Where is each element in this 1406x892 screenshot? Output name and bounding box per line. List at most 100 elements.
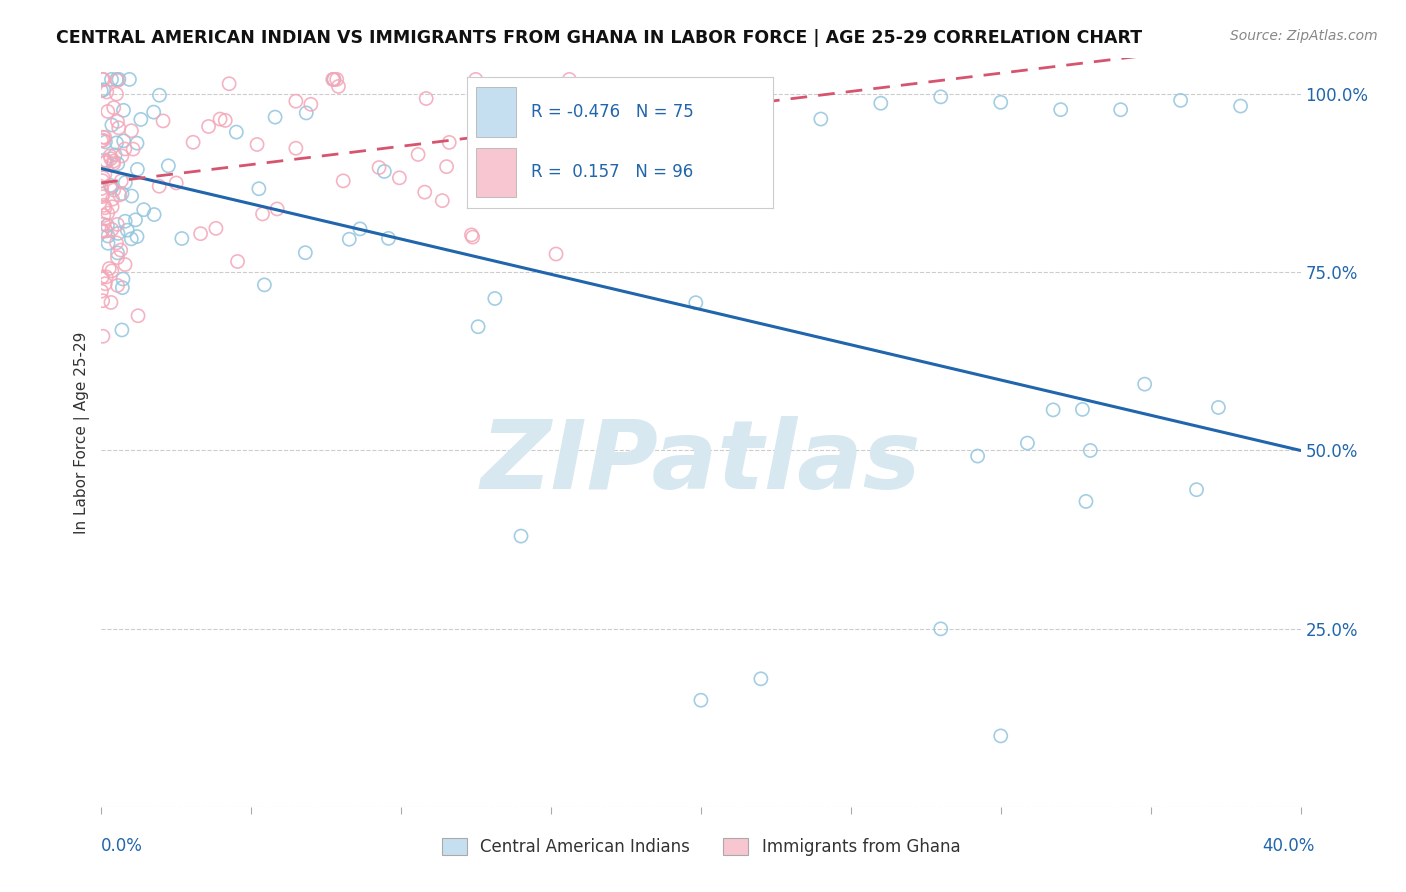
Point bbox=[323, 72, 346, 87]
Point bbox=[105, 72, 128, 87]
Point bbox=[432, 194, 454, 208]
Point bbox=[120, 232, 142, 246]
Point bbox=[91, 133, 114, 147]
Point bbox=[284, 141, 307, 155]
Point bbox=[110, 174, 132, 188]
Point bbox=[148, 179, 170, 194]
Point bbox=[284, 94, 307, 108]
Text: CENTRAL AMERICAN INDIAN VS IMMIGRANTS FROM GHANA IN LABOR FORCE | AGE 25-29 CORR: CENTRAL AMERICAN INDIAN VS IMMIGRANTS FR… bbox=[56, 29, 1142, 46]
Point bbox=[114, 258, 136, 272]
Point bbox=[91, 173, 114, 187]
Point bbox=[103, 101, 125, 115]
Point bbox=[1170, 94, 1192, 108]
Point bbox=[112, 134, 135, 148]
Point bbox=[337, 232, 360, 246]
Point bbox=[1185, 483, 1208, 497]
Point bbox=[111, 149, 134, 163]
Point bbox=[97, 206, 120, 220]
Point bbox=[125, 136, 148, 151]
Point bbox=[98, 261, 121, 276]
Point bbox=[1071, 402, 1094, 417]
Y-axis label: In Labor Force | Age 25-29: In Labor Force | Age 25-29 bbox=[75, 332, 90, 533]
Point bbox=[413, 185, 436, 199]
Point bbox=[94, 130, 117, 145]
Point bbox=[91, 270, 114, 285]
Point bbox=[689, 693, 711, 707]
Point bbox=[157, 159, 180, 173]
Point bbox=[214, 113, 236, 128]
Point bbox=[1208, 401, 1230, 415]
Text: Source: ZipAtlas.com: Source: ZipAtlas.com bbox=[1230, 29, 1378, 43]
Point bbox=[100, 178, 122, 193]
Point bbox=[93, 155, 115, 169]
Point bbox=[749, 96, 772, 111]
Point bbox=[127, 309, 149, 323]
Point bbox=[1229, 99, 1251, 113]
Point bbox=[749, 672, 772, 686]
Point bbox=[148, 88, 170, 103]
Point bbox=[90, 134, 112, 148]
Point bbox=[104, 148, 127, 162]
Point bbox=[328, 79, 350, 94]
Point bbox=[127, 162, 149, 177]
Point bbox=[990, 95, 1012, 110]
Point bbox=[91, 223, 114, 237]
Point bbox=[117, 223, 139, 237]
Point bbox=[990, 729, 1012, 743]
Point bbox=[97, 104, 120, 119]
Point bbox=[108, 187, 131, 202]
Point bbox=[97, 236, 120, 251]
Point bbox=[101, 200, 124, 214]
Point bbox=[118, 72, 141, 87]
Point bbox=[103, 156, 125, 170]
Point bbox=[685, 295, 707, 310]
Point bbox=[1042, 403, 1064, 417]
Point bbox=[107, 278, 129, 293]
Point bbox=[1017, 436, 1039, 450]
Point bbox=[190, 227, 212, 241]
Text: ZIPatlas: ZIPatlas bbox=[481, 416, 921, 509]
Point bbox=[252, 207, 274, 221]
Point bbox=[142, 105, 165, 120]
Point bbox=[534, 166, 557, 180]
Point bbox=[388, 170, 411, 185]
Point bbox=[96, 154, 118, 169]
Point bbox=[100, 152, 122, 166]
Point bbox=[368, 161, 391, 175]
Point bbox=[246, 137, 269, 152]
Point bbox=[91, 189, 114, 203]
Point bbox=[464, 72, 486, 87]
Point bbox=[181, 135, 204, 149]
Point bbox=[377, 231, 399, 245]
Point bbox=[94, 167, 117, 181]
Point bbox=[1078, 443, 1101, 458]
Point bbox=[522, 87, 544, 102]
Point bbox=[91, 293, 114, 308]
Point bbox=[111, 186, 134, 201]
Point bbox=[111, 280, 134, 294]
Point bbox=[869, 96, 891, 111]
Point bbox=[299, 97, 322, 112]
Point bbox=[226, 254, 249, 268]
Point bbox=[247, 182, 270, 196]
Point bbox=[93, 83, 115, 97]
Point bbox=[129, 112, 152, 127]
Point bbox=[460, 227, 482, 242]
Point bbox=[120, 124, 142, 138]
Point bbox=[436, 160, 458, 174]
Point bbox=[124, 212, 146, 227]
Point bbox=[152, 114, 174, 128]
Point bbox=[101, 264, 124, 278]
Point bbox=[105, 235, 128, 250]
Point bbox=[114, 176, 136, 190]
Point bbox=[929, 90, 952, 104]
Point bbox=[461, 230, 484, 244]
Point bbox=[94, 135, 117, 149]
Point bbox=[253, 277, 276, 292]
Point bbox=[295, 106, 318, 120]
Text: 40.0%: 40.0% bbox=[1263, 837, 1315, 855]
Point bbox=[96, 85, 118, 99]
Point bbox=[349, 222, 371, 236]
Point bbox=[484, 292, 506, 306]
Point bbox=[91, 130, 114, 145]
